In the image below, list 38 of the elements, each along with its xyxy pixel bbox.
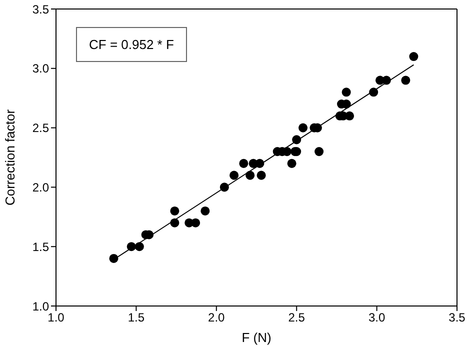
equation-box: CF = 0.952 * F	[76, 27, 187, 62]
point	[409, 52, 418, 62]
point	[239, 158, 248, 168]
x-tick-label: 2.0	[208, 310, 226, 325]
point	[369, 88, 378, 97]
x-axis-title: F (N)	[242, 330, 272, 345]
point	[109, 254, 118, 263]
annotation: CF = 0.952 * F	[89, 37, 174, 52]
y-tick-label: 1.0	[32, 299, 50, 314]
y-tick-label: 2.0	[32, 180, 50, 194]
point	[345, 111, 354, 120]
x-tick-label: 2.5	[288, 310, 306, 325]
point	[126, 242, 136, 252]
point	[220, 182, 229, 192]
point	[170, 206, 180, 216]
point	[256, 170, 266, 180]
x-tick-label: 1.5	[128, 310, 145, 325]
x-tick-label: 3.5	[448, 310, 466, 325]
x-tick-label: 1.0	[48, 310, 65, 325]
point	[170, 218, 180, 228]
point	[255, 158, 264, 168]
point	[134, 242, 144, 252]
y-tick-label: 1.5	[32, 240, 50, 254]
y-tick-label: 2.5	[32, 121, 50, 136]
point	[246, 170, 255, 180]
point	[230, 170, 239, 180]
point	[298, 123, 308, 132]
point	[191, 218, 200, 228]
x-tick-label: 3.0	[368, 310, 386, 325]
point	[287, 158, 296, 168]
y-tick-label: 3.5	[32, 2, 50, 16]
point	[314, 147, 324, 156]
point	[342, 88, 351, 97]
point	[292, 135, 302, 144]
y-tick-label: 3.0	[32, 62, 50, 76]
point	[401, 76, 410, 85]
point	[200, 206, 210, 216]
y-axis-title: Correction factor	[2, 108, 18, 206]
